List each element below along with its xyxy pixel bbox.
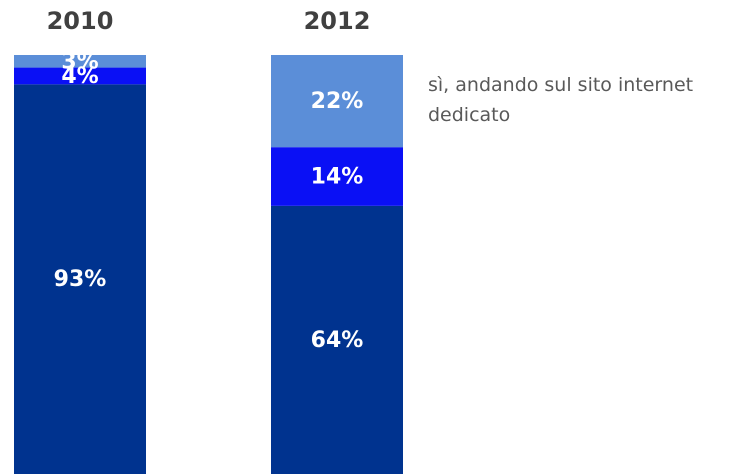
bar-segment xyxy=(271,55,403,148)
data-label: 14% xyxy=(311,165,364,190)
bar-segment xyxy=(14,67,146,85)
bar-segment xyxy=(271,147,403,206)
data-label: 4% xyxy=(61,64,98,89)
x-tick-label: 2012 xyxy=(304,7,371,35)
data-label: 64% xyxy=(311,328,364,353)
bar-segment xyxy=(271,205,403,474)
data-label: 93% xyxy=(54,267,107,292)
data-label: 3% xyxy=(61,49,98,74)
x-tick-label: 2010 xyxy=(47,7,114,35)
bar-segment xyxy=(14,55,146,68)
bar-segment xyxy=(14,84,146,474)
legend-label: sì, andando sul sito internet dedicato xyxy=(428,74,694,126)
data-label: 22% xyxy=(311,89,364,114)
